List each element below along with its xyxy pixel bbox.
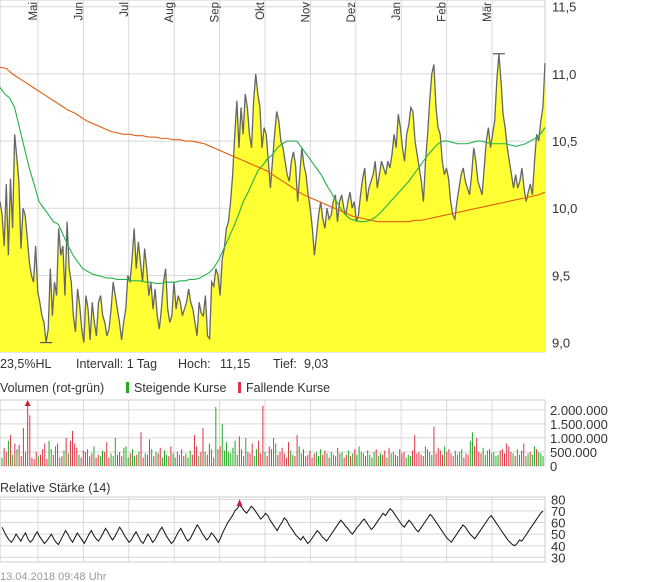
price-y-axis: 9,0 9,5 10,0 10,5 11,0 11,5 — [552, 0, 577, 351]
timestamp: 13.04.2018 09:48 Uhr — [0, 571, 107, 582]
volume-y-tick-label: 1.000.000 — [550, 431, 608, 446]
volume-y-tick-label: 2.000.000 — [550, 403, 608, 418]
price-x-tick-label: Nov — [300, 2, 312, 23]
price-x-tick-label: Mai — [28, 2, 40, 21]
price-y-tick-label: 9,5 — [552, 268, 570, 283]
high-label: Hoch: — [178, 357, 211, 371]
volume-plot-frame — [0, 399, 546, 467]
rsi-plot-frame — [0, 496, 546, 563]
volume-bars — [1, 405, 544, 466]
rsi-line — [1, 504, 544, 547]
rsi-y-tick-label: 60 — [551, 516, 565, 531]
price-x-tick-label: Dez — [346, 2, 358, 23]
volume-y-tick-label: 500.000 — [550, 445, 597, 460]
price-x-tick-label: Jun — [73, 2, 85, 21]
price-y-tick-label: 10,5 — [552, 134, 577, 149]
volume-title: Volumen (rot-grün) — [0, 381, 104, 395]
price-x-axis: Mai Jun Jul Aug Sep Okt Nov Dez Jan Feb Mär — [28, 1, 494, 22]
price-area — [0, 53, 545, 353]
price-y-tick-label: 11,0 — [552, 67, 576, 82]
legend-up-swatch — [126, 382, 129, 393]
price-x-tick-label: Feb — [437, 2, 449, 22]
rsi-y-tick-label: 30 — [551, 550, 565, 565]
rsi-title: Relative Stärke (14) — [0, 481, 110, 495]
rsi-peak-marker — [236, 499, 243, 507]
volume-panel: Volumen (rot-grün) Steigende Kurse Falle… — [0, 381, 608, 474]
interval-label: Intervall: 1 Tag — [76, 357, 157, 371]
legend-down-label: Fallende Kurse — [246, 381, 330, 395]
price-y-tick-label: 11,5 — [552, 0, 576, 15]
low-label: Tief: — [273, 357, 297, 371]
moving-average-short-line — [0, 87, 546, 285]
price-panel: 9,0 9,5 10,0 10,5 11,0 11,5 Mai Jun Jul Aug Sep Ok… — [0, 0, 577, 353]
rsi-y-tick-label: 80 — [551, 492, 565, 507]
price-markers — [40, 53, 505, 344]
rsi-grid — [0, 496, 546, 563]
price-x-tick-label: Sep — [210, 2, 222, 22]
legend-up-label: Steigende Kurse — [134, 381, 226, 395]
volume-y-tick-label: 0 — [550, 459, 557, 474]
price-y-tick-label: 10,0 — [552, 201, 577, 216]
legend-down-swatch — [238, 382, 241, 393]
stats-row: 23,5%HL Intervall: 1 Tag Hoch: 11,15 Tie… — [0, 357, 328, 371]
price-y-tick-label: 9,0 — [552, 336, 570, 351]
volume-markers — [24, 400, 31, 406]
rsi-y-tick-label: 70 — [551, 504, 565, 519]
high-value: 11,15 — [220, 357, 250, 371]
price-line — [0, 53, 546, 343]
volume-y-tick-label: 1.500.000 — [550, 417, 608, 432]
price-x-tick-label: Jul — [119, 2, 131, 17]
volume-grid — [0, 399, 546, 467]
price-x-tick-label: Aug — [164, 2, 176, 22]
price-x-tick-label: Mär — [482, 2, 494, 22]
volume-peak-marker — [24, 400, 31, 406]
low-value: 9,03 — [304, 357, 328, 371]
range-label: 23,5%HL — [0, 357, 51, 371]
rsi-markers — [236, 499, 243, 507]
price-x-tick-label: Jan — [391, 2, 403, 21]
rsi-y-tick-label: 40 — [551, 539, 565, 554]
rsi-y-tick-label: 50 — [551, 527, 565, 542]
moving-average-long-line — [0, 66, 546, 223]
price-x-tick-label: Okt — [255, 1, 267, 20]
